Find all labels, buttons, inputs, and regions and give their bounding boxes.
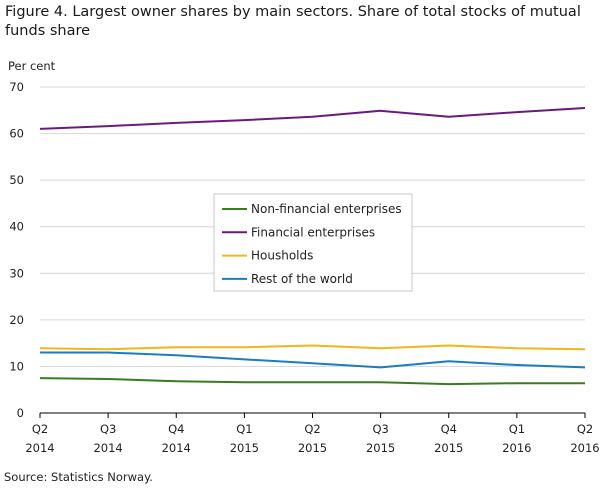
series-line-financial-enterprises [39, 107, 586, 130]
x-tick-label-year: 2014 [25, 441, 54, 455]
x-tick-label-quarter: Q2 [577, 422, 593, 436]
x-tick-label-year: 2015 [298, 441, 327, 455]
legend-label: Non-financial enterprises [251, 202, 402, 216]
legend-label: Rest of the world [251, 272, 353, 286]
y-tick-label: 0 [17, 406, 24, 420]
series-line-non-financial-enterprises [39, 377, 585, 386]
x-tick-labels: Q2 2014 Q3 2014 Q4 2014 Q1 2015 Q2 2015 Q3 2015 Q4 20… [25, 413, 600, 455]
x-tick-label-year: 2015 [366, 441, 395, 455]
x-tick-label-quarter: Q1 [236, 422, 252, 436]
series-line-rest-of-the-world [40, 351, 586, 369]
x-tick-label-quarter: Q3 [372, 422, 388, 436]
y-tick-label: 30 [9, 266, 24, 280]
source-note: Source: Statistics Norway. [4, 470, 153, 484]
legend: Non-financial enterprises Financial enter… [213, 193, 413, 292]
x-tick-label-quarter: Q2 [32, 422, 48, 436]
legend-label: Housholds [251, 249, 313, 263]
x-tick-label-year: 2016 [570, 441, 599, 455]
y-tick-label: 50 [9, 173, 24, 187]
legend-label: Financial enterprises [251, 225, 375, 239]
x-tick-label-year: 2014 [162, 441, 191, 455]
x-tick-label-quarter: Q1 [509, 422, 525, 436]
x-tick-label-year: 2015 [434, 441, 463, 455]
y-tick-labels: 0 10 20 30 40 50 60 70 [9, 80, 24, 420]
y-axis-label: Per cent [8, 59, 56, 73]
series-line-housholds [39, 344, 586, 351]
x-tick-label-quarter: Q4 [168, 422, 184, 436]
y-tick-label: 20 [9, 313, 24, 327]
x-tick-label-quarter: Q3 [100, 422, 116, 436]
x-tick-label-quarter: Q2 [304, 422, 320, 436]
x-tick-label-year: 2014 [93, 441, 122, 455]
y-tick-label: 10 [9, 359, 24, 373]
gridlines [40, 86, 585, 414]
y-tick-label: 60 [9, 127, 24, 141]
x-tick-label-year: 2015 [230, 441, 259, 455]
series-lines [39, 107, 586, 386]
x-tick-label-year: 2016 [502, 441, 531, 455]
legend-box [213, 193, 413, 292]
y-tick-label: 40 [9, 220, 24, 234]
x-tick-label-quarter: Q4 [441, 422, 457, 436]
y-tick-label: 70 [9, 80, 24, 94]
chart-title: Figure 4. Largest owner shares by main s… [5, 4, 581, 39]
